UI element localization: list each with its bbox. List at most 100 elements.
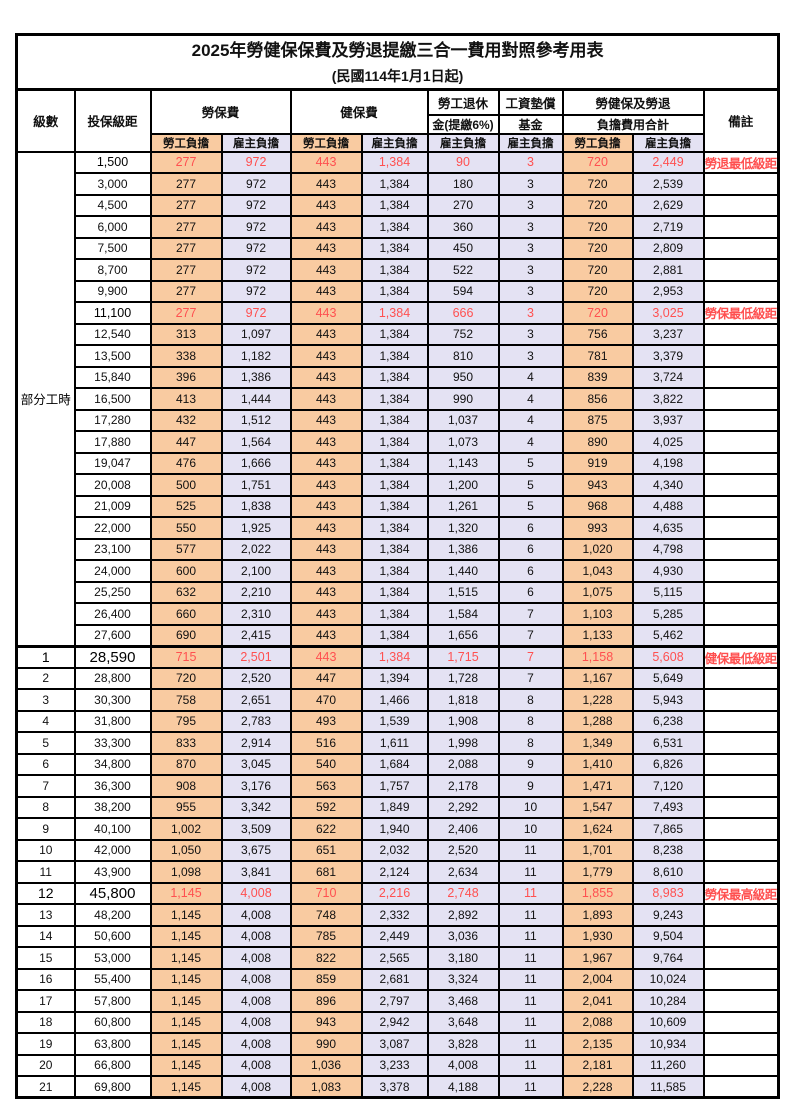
wage-fund-employer-cell: 6 <box>497 537 564 561</box>
labor-employee-cell: 632 <box>149 580 223 604</box>
level-cell: 8 <box>15 795 76 819</box>
table-row: 25,250 632 2,210 443 1,384 1,515 6 1,075 5,115 <box>17 580 780 604</box>
labor-employee-cell: 313 <box>149 322 223 346</box>
labor-employee-cell: 447 <box>149 430 223 454</box>
wage-fund-employer-cell: 5 <box>497 494 564 518</box>
subheader-fund-employer: 雇主負擔 <box>497 132 564 153</box>
pension-employer-cell: 2,634 <box>426 860 500 884</box>
total-employer-cell: 2,629 <box>631 193 705 217</box>
total-employee-cell: 856 <box>561 387 634 411</box>
total-employer-cell: 4,340 <box>631 473 705 497</box>
wage-fund-employer-cell: 4 <box>497 387 564 411</box>
health-employer-cell: 1,684 <box>360 752 429 776</box>
table-row: 20,008 500 1,751 443 1,384 1,200 5 943 4,340 <box>17 473 780 497</box>
total-employee-cell: 1,167 <box>561 666 634 690</box>
level-cell: 3 <box>15 688 76 712</box>
health-employee-cell: 943 <box>289 1010 363 1034</box>
table-row: 26,400 660 2,310 443 1,384 1,584 7 1,103 5,285 <box>17 602 780 626</box>
subheader-total-employee: 勞工負擔 <box>561 132 634 153</box>
level-cell: 21 <box>15 1075 76 1099</box>
salary-bracket-cell: 25,250 <box>73 580 152 604</box>
col-header-pension-line2: 金(提繳6%) <box>426 113 500 135</box>
total-employer-cell: 6,238 <box>631 709 705 733</box>
total-employee-cell: 919 <box>561 451 634 475</box>
col-header-salary: 投保級距 <box>73 88 152 153</box>
salary-bracket-cell: 6,000 <box>73 215 152 239</box>
col-header-health-insurance: 健保費 <box>289 88 429 135</box>
health-employee-cell: 443 <box>289 430 363 454</box>
labor-employer-cell: 972 <box>220 258 292 282</box>
salary-bracket-cell: 23,100 <box>73 537 152 561</box>
total-employee-cell: 756 <box>561 322 634 346</box>
health-employee-cell: 443 <box>289 559 363 583</box>
total-employer-cell: 2,449 <box>631 150 705 174</box>
total-employer-cell: 3,937 <box>631 408 705 432</box>
wage-fund-employer-cell: 3 <box>497 301 564 325</box>
remark-cell <box>702 193 780 217</box>
level-cell: 5 <box>15 731 76 755</box>
level-cell: 19 <box>15 1032 76 1056</box>
level-cell: 14 <box>15 924 76 948</box>
wage-fund-employer-cell: 10 <box>497 795 564 819</box>
table-row: 16 55,400 1,145 4,008 859 2,681 3,324 11 2,004 10… <box>15 967 780 991</box>
labor-employer-cell: 4,008 <box>220 1053 292 1077</box>
salary-bracket-cell: 17,280 <box>73 408 152 432</box>
labor-employer-cell: 4,008 <box>220 881 292 905</box>
remark-cell <box>702 516 780 540</box>
health-employee-cell: 859 <box>289 967 363 991</box>
labor-employee-cell: 600 <box>149 559 223 583</box>
total-employer-cell: 4,635 <box>631 516 705 540</box>
health-employer-cell: 1,384 <box>360 430 429 454</box>
health-employer-cell: 1,611 <box>360 731 429 755</box>
wage-fund-employer-cell: 7 <box>497 644 564 669</box>
wage-fund-employer-cell: 6 <box>497 580 564 604</box>
remark-cell <box>702 967 780 991</box>
labor-employee-cell: 476 <box>149 451 223 475</box>
salary-bracket-cell: 21,009 <box>73 494 152 518</box>
pension-employer-cell: 594 <box>426 279 500 303</box>
health-employee-cell: 540 <box>289 752 363 776</box>
remark-cell <box>702 322 780 346</box>
wage-fund-employer-cell: 9 <box>497 752 564 776</box>
total-employer-cell: 6,531 <box>631 731 705 755</box>
wage-fund-employer-cell: 6 <box>497 559 564 583</box>
labor-employer-cell: 972 <box>220 301 292 325</box>
total-employee-cell: 839 <box>561 365 634 389</box>
total-employer-cell: 2,953 <box>631 279 705 303</box>
wage-fund-employer-cell: 8 <box>497 688 564 712</box>
pension-employer-cell: 1,261 <box>426 494 500 518</box>
remark-cell <box>702 774 780 798</box>
table-row: 20 66,800 1,145 4,008 1,036 3,233 4,008 11 2,181… <box>15 1053 780 1077</box>
total-employee-cell: 1,967 <box>561 946 634 970</box>
health-employee-cell: 592 <box>289 795 363 819</box>
labor-employer-cell: 4,008 <box>220 989 292 1013</box>
wage-fund-employer-cell: 11 <box>497 1010 564 1034</box>
total-employer-cell: 3,025 <box>631 301 705 325</box>
total-employee-cell: 781 <box>561 344 634 368</box>
total-employer-cell: 8,610 <box>631 860 705 884</box>
table-row: 17,880 447 1,564 443 1,384 1,073 4 890 4,025 <box>17 430 780 454</box>
salary-bracket-cell: 31,800 <box>73 709 152 733</box>
total-employer-cell: 4,025 <box>631 430 705 454</box>
total-employer-cell: 5,943 <box>631 688 705 712</box>
pension-employer-cell: 90 <box>426 150 500 174</box>
salary-bracket-cell: 42,000 <box>73 838 152 862</box>
health-employee-cell: 443 <box>289 537 363 561</box>
labor-employee-cell: 1,145 <box>149 1032 223 1056</box>
level-cell: 7 <box>15 774 76 798</box>
wage-fund-employer-cell: 11 <box>497 1075 564 1099</box>
health-employer-cell: 1,384 <box>360 644 429 669</box>
health-employer-cell: 1,384 <box>360 473 429 497</box>
remark-cell <box>702 817 780 841</box>
total-employer-cell: 9,243 <box>631 903 705 927</box>
labor-employer-cell: 1,182 <box>220 344 292 368</box>
table-row: 18 60,800 1,145 4,008 943 2,942 3,648 11 2,088 10… <box>15 1010 780 1034</box>
col-header-total-line2: 負擔費用合計 <box>561 113 705 135</box>
labor-employer-cell: 3,841 <box>220 860 292 884</box>
level-cell: 16 <box>15 967 76 991</box>
pension-employer-cell: 2,292 <box>426 795 500 819</box>
health-employer-cell: 1,384 <box>360 387 429 411</box>
health-employee-cell: 748 <box>289 903 363 927</box>
salary-bracket-cell: 22,000 <box>73 516 152 540</box>
total-employer-cell: 2,539 <box>631 172 705 196</box>
